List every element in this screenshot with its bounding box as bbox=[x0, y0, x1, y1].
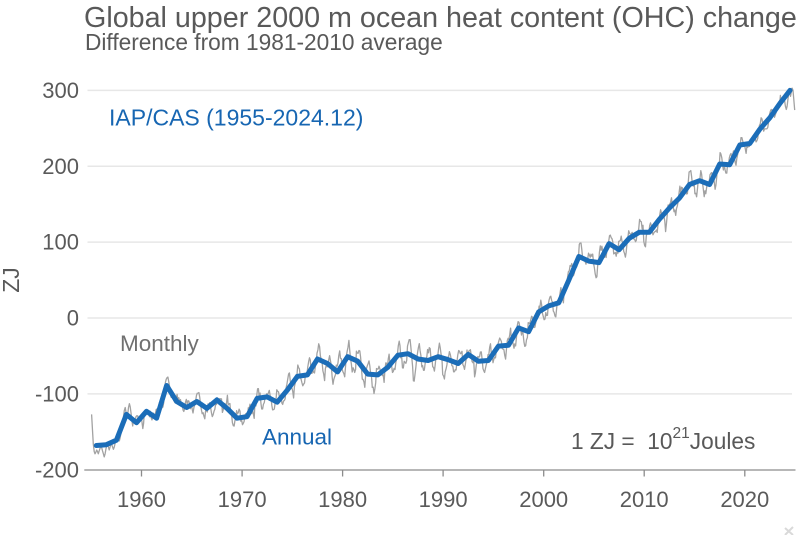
svg-text:100: 100 bbox=[42, 230, 79, 255]
svg-text:1960: 1960 bbox=[117, 487, 166, 512]
svg-text:-100: -100 bbox=[35, 381, 79, 406]
svg-text:200: 200 bbox=[42, 154, 79, 179]
svg-text:1970: 1970 bbox=[218, 487, 267, 512]
svg-text:IAP/CAS (1955-2024.12): IAP/CAS (1955-2024.12) bbox=[109, 105, 363, 131]
svg-text:Annual: Annual bbox=[262, 425, 332, 450]
svg-text:2020: 2020 bbox=[720, 487, 769, 512]
svg-text:2000: 2000 bbox=[519, 487, 568, 512]
svg-text:ZJ: ZJ bbox=[0, 267, 24, 293]
svg-text:1 ZJ = 1021Joules: 1 ZJ = 1021Joules bbox=[571, 425, 755, 454]
svg-text:300: 300 bbox=[42, 78, 79, 103]
svg-text:-200: -200 bbox=[35, 458, 79, 483]
svg-text:2010: 2010 bbox=[620, 487, 669, 512]
svg-text:0: 0 bbox=[67, 306, 79, 331]
svg-text:Difference from 1981-2010 aver: Difference from 1981-2010 average bbox=[85, 29, 443, 55]
svg-text:1990: 1990 bbox=[419, 487, 468, 512]
svg-text:Monthly: Monthly bbox=[120, 331, 200, 356]
svg-text:1980: 1980 bbox=[318, 487, 367, 512]
svg-text:Global upper 2000 m ocean heat: Global upper 2000 m ocean heat content (… bbox=[84, 2, 797, 34]
